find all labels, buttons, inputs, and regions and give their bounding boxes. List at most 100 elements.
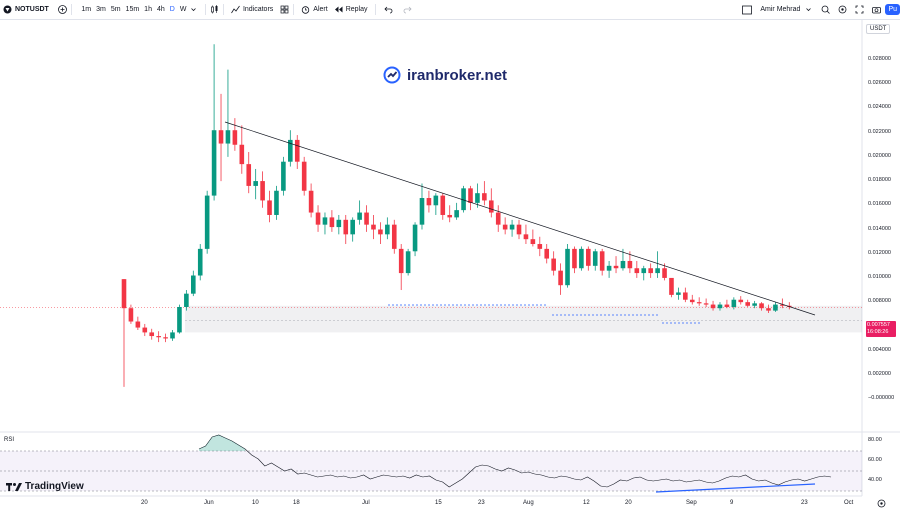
rsi-tick-label: 60.00 <box>868 457 882 463</box>
last-price-value: 0.007557 <box>867 322 890 328</box>
tradingview-logo-icon <box>6 482 22 492</box>
currency-selector[interactable]: USDT <box>866 24 891 34</box>
indicators-button[interactable]: Indicators <box>228 0 276 19</box>
indicators-label: Indicators <box>242 6 274 13</box>
candle-body <box>191 275 196 294</box>
price-tick-label: 0.004000 <box>868 346 891 353</box>
compare-add-icon[interactable] <box>57 5 67 14</box>
candle-body <box>766 308 771 311</box>
symbol-name: NOTUSDT <box>15 6 49 13</box>
candle-body <box>398 248 404 274</box>
candle-body <box>288 139 293 162</box>
tradingview-logo[interactable]: TradingView <box>6 481 84 492</box>
rsi-overbought-fill <box>199 435 246 451</box>
candle-body <box>184 293 189 307</box>
candle-body <box>239 144 245 165</box>
timeframe-1m[interactable]: 1m <box>81 6 92 13</box>
settings-gear-icon[interactable] <box>877 499 886 508</box>
timeframe-1h[interactable]: 1h <box>144 6 152 13</box>
publish-button[interactable]: Pu <box>885 4 900 15</box>
candle-body <box>170 332 175 339</box>
price-tick-label: 0.022000 <box>868 128 891 135</box>
candle-body <box>378 229 383 235</box>
time-tick-label: Oct <box>844 500 854 506</box>
layout-grid-icon[interactable] <box>280 5 289 14</box>
camera-icon[interactable] <box>872 5 882 14</box>
candle-body <box>433 195 439 206</box>
last-price-tag: 0.007557 16:08:26 <box>866 321 896 337</box>
candle-body <box>412 224 418 252</box>
candle-body <box>232 130 238 145</box>
candle-body <box>135 321 141 328</box>
price-tick-label: −0.000000 <box>868 395 895 401</box>
candle-body <box>606 265 612 271</box>
toolbar-right: Amir Mehrad Pu <box>742 0 900 19</box>
candle-body <box>759 303 764 309</box>
candle-body <box>516 224 522 235</box>
candle-body <box>294 139 300 162</box>
candle-body <box>620 260 626 269</box>
timeframe-15m[interactable]: 15m <box>125 6 140 13</box>
candle-body <box>676 292 681 295</box>
timeframe-d[interactable]: D <box>169 6 175 13</box>
candle-body <box>648 268 653 274</box>
candle-body <box>246 164 252 186</box>
candle-body <box>551 258 556 271</box>
candle-body <box>274 190 279 215</box>
candle-body <box>495 212 501 225</box>
time-tick-label: Aug <box>523 500 534 506</box>
quick-search-icon[interactable] <box>821 5 831 14</box>
candle-body <box>308 190 314 213</box>
replay-button[interactable]: Replay <box>331 0 371 19</box>
settings-gear-icon[interactable] <box>838 5 847 14</box>
candle-body <box>724 304 730 307</box>
chart-grid <box>0 20 900 497</box>
chevron-down-icon[interactable] <box>804 5 813 14</box>
candle-body <box>488 200 494 213</box>
undo-icon[interactable] <box>383 5 393 14</box>
candle-body <box>391 224 397 249</box>
time-tick-label: 10 <box>252 500 259 506</box>
redo-icon[interactable] <box>403 5 412 14</box>
watermark-text: iranbroker.net <box>407 66 508 84</box>
time-tick-label: 20 <box>141 500 148 506</box>
alert-button[interactable]: Alert <box>298 0 330 19</box>
candle-body <box>322 217 328 225</box>
candle-body <box>752 303 757 306</box>
timeframe-5m[interactable]: 5m <box>110 6 121 13</box>
tradingview-logo-text: TradingView <box>25 481 84 492</box>
candle-body <box>253 181 258 186</box>
candle-body <box>572 248 577 269</box>
fullscreen-icon[interactable] <box>855 5 864 14</box>
iranbroker-watermark: iranbroker.net <box>383 66 507 84</box>
timeframe-group: 1m 3m 5m 15m 1h 4h D W <box>76 0 201 19</box>
candle-body <box>530 239 536 245</box>
price-tick-label: 0.016000 <box>868 201 891 208</box>
candle-body <box>267 200 272 215</box>
timeframe-3m[interactable]: 3m <box>96 6 106 13</box>
candle-body <box>177 306 182 333</box>
timeframe-4h[interactable]: 4h <box>156 6 165 13</box>
rsi-line <box>198 434 832 488</box>
candle-body <box>163 337 168 339</box>
bar-countdown: 16:08:26 <box>867 329 889 335</box>
candle-type-icon[interactable] <box>210 5 219 14</box>
timeframe-w[interactable]: W <box>179 6 187 13</box>
user-name[interactable]: Amir Mehrad <box>760 6 801 13</box>
candle-body <box>780 304 785 306</box>
chevron-down-icon[interactable] <box>189 5 198 14</box>
candle-body <box>565 248 570 286</box>
time-tick-label: 18 <box>293 500 300 506</box>
candle-body <box>440 195 446 215</box>
price-tick-label: 0.002000 <box>868 370 891 377</box>
candle-body <box>731 299 737 307</box>
layout-select-icon[interactable] <box>742 5 753 15</box>
symbol-search[interactable]: NOTUSDT <box>0 0 52 19</box>
candle-body <box>419 198 425 225</box>
candle-body <box>669 277 674 295</box>
price-tick-label: 0.012000 <box>868 249 891 256</box>
candle-body <box>558 270 563 286</box>
time-tick-label: Jun <box>204 500 214 506</box>
candle-body <box>364 212 369 225</box>
